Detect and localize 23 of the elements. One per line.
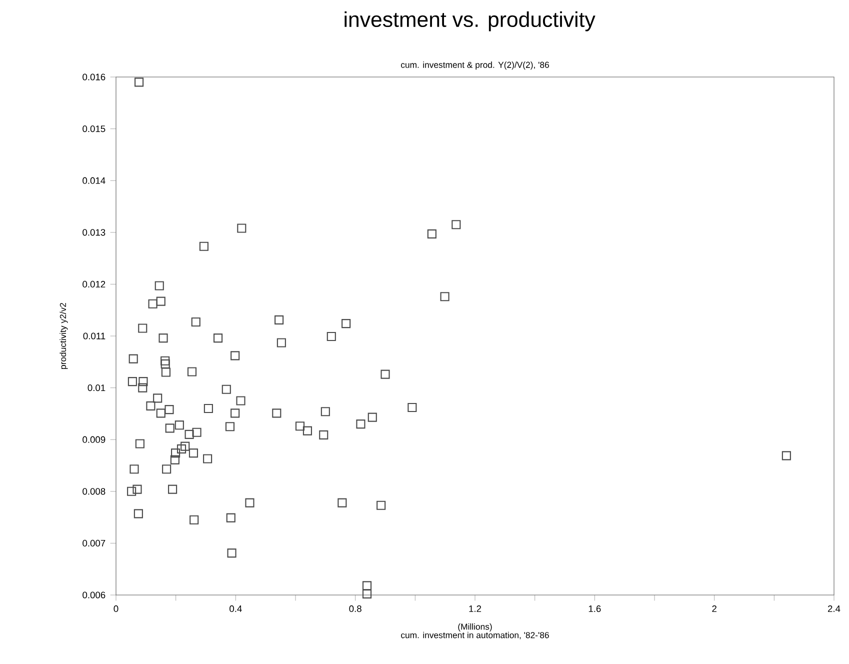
x-tick-label: 0.4 [230,605,242,612]
y-tick-label: 0.008 [82,488,106,495]
y-tick-label: 0.016 [82,74,106,80]
x-tick-label: 2 [712,605,716,612]
x-tick-label: 0 [114,605,118,612]
y-tick-label: 0.01 [88,384,106,392]
chart-title: investment vs. productivity [344,11,596,32]
x-tick-label: 0.8 [349,605,362,612]
y-tick-label: 0.014 [82,177,106,184]
x-tick-label: 1.6 [588,605,601,612]
chart-subtitle: cum. investment & prod. Y(2)/V(2), '86 [401,62,549,70]
y-tick-label: 0.012 [82,280,106,288]
y-tick-label: 0.015 [82,126,106,132]
y-tick-label: 0.011 [83,332,106,340]
y-tick-label: 0.009 [82,436,106,443]
x-tick-label: 1.2 [469,605,482,612]
y-tick-label: 0.013 [82,229,106,236]
x-axis-title: cum. investment in automation, '82-'86 [401,632,549,640]
y-tick-label: 0.006 [82,592,106,598]
y-tick-label: 0.007 [82,540,106,546]
x-tick-label: 2.4 [828,605,840,612]
text: (Millions) [458,623,492,632]
y-axis-title: productivity y2/v2 [60,302,68,369]
